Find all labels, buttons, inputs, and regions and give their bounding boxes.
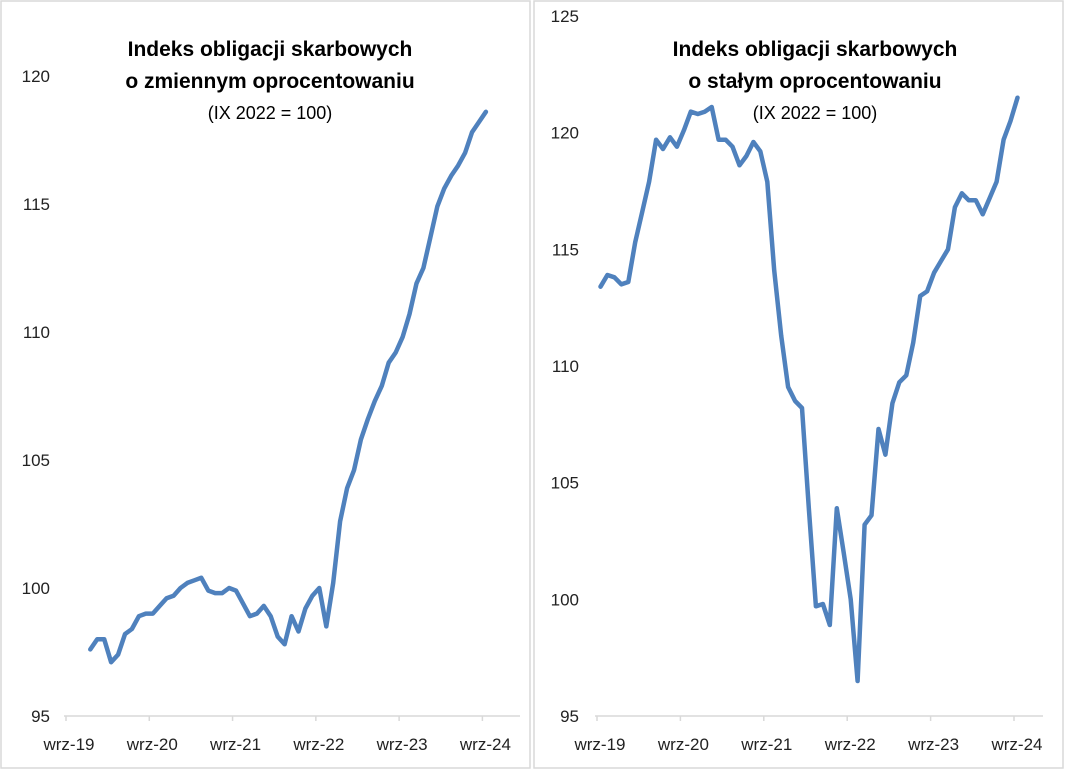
series-line: [88, 109, 489, 665]
y-tick-label: 105: [551, 474, 579, 493]
x-tick-label: wrz-22: [824, 735, 876, 754]
x-tick-label: wrz-21: [740, 735, 792, 754]
chart-border: [533, 0, 1064, 769]
chart-title: Indeks obligacji skarbowych: [128, 38, 413, 61]
x-tick-label: wrz-20: [657, 735, 709, 754]
x-tick-label: wrz-24: [990, 735, 1042, 754]
y-tick-label: 110: [23, 323, 50, 342]
x-tick-label: wrz-23: [907, 735, 959, 754]
chart-subtitle: (IX 2022 = 100): [208, 103, 333, 123]
x-tick-label: wrz-19: [42, 735, 94, 754]
chart-subtitle: (IX 2022 = 100): [753, 103, 878, 123]
x-tick-label: wrz-21: [209, 735, 261, 754]
x-tick-label: wrz-23: [376, 735, 428, 754]
chart-title: Indeks obligacji skarbowych: [673, 38, 958, 61]
chart-panel-fixed-rate: 95 100 105 110 115 120 125 wrz-19 wrz-20 wrz-21 wr…: [533, 0, 1064, 769]
chart-title-line2: o stałym oprocentowaniu: [688, 70, 941, 93]
y-tick-label: 115: [552, 240, 579, 259]
y-tick-label: 105: [22, 451, 50, 470]
chart-title-line2: o zmiennym oprocentowaniu: [125, 70, 414, 93]
y-tick-label: 120: [22, 67, 50, 86]
x-tick-label: wrz-22: [292, 735, 344, 754]
y-tick-label: 110: [552, 357, 579, 376]
y-tick-label: 115: [23, 195, 50, 214]
y-tick-label: 95: [31, 707, 50, 726]
x-tick-label: wrz-19: [573, 735, 625, 754]
y-tick-label: 100: [22, 579, 50, 598]
y-tick-label: 125: [551, 7, 579, 26]
chart-border: [0, 0, 531, 769]
x-tick-label: wrz-20: [126, 735, 178, 754]
y-tick-label: 100: [551, 590, 579, 609]
y-tick-label: 95: [560, 707, 579, 726]
y-tick-label: 120: [551, 124, 579, 143]
x-tick-label: wrz-24: [459, 735, 511, 754]
chart-panel-floating-rate: 95 100 105 110 115 120 wrz-19 wrz-20 wrz-21 wrz-2…: [0, 0, 531, 769]
series-line: [598, 95, 1020, 684]
